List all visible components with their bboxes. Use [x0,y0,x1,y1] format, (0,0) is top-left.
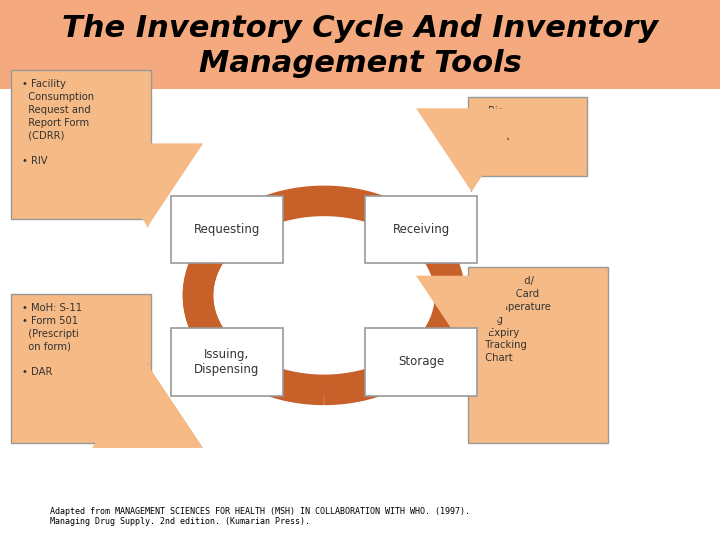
Text: The Inventory Cycle And Inventory
Management Tools: The Inventory Cycle And Inventory Manage… [62,14,658,78]
FancyBboxPatch shape [365,328,477,395]
Text: • Facility
  Consumption
  Request and
  Report Form
  (CDRR)

• RIV: • Facility Consumption Request and Repor… [22,79,94,166]
Text: Issuing,
Dispensing: Issuing, Dispensing [194,348,259,376]
FancyBboxPatch shape [365,195,477,263]
FancyBboxPatch shape [11,294,151,443]
Text: Adapted from MANAGEMENT SCIENCES FOR HEALTH (MSH) IN COLLABORATION WITH WHO. (19: Adapted from MANAGEMENT SCIENCES FOR HEA… [50,507,470,526]
FancyBboxPatch shape [11,70,151,219]
Text: Receiving: Receiving [392,223,450,236]
FancyBboxPatch shape [171,328,282,395]
Text: Requesting: Requesting [194,223,260,236]
FancyBboxPatch shape [468,97,587,176]
Text: • Bin
  Cards
• DAR: • Bin Cards • DAR [479,106,513,142]
FancyBboxPatch shape [171,195,282,263]
FancyBboxPatch shape [0,0,720,89]
Text: • MoH: S-11
• Form 501
  (Prescripti
  on form)

• DAR: • MoH: S-11 • Form 501 (Prescripti on fo… [22,303,82,377]
Text: • Bin Card/
  Stock Card
• Temperature
  Log
• Expiry
  Tracking
  Chart: • Bin Card/ Stock Card • Temperature Log… [479,276,551,363]
Text: Storage: Storage [398,355,444,368]
FancyBboxPatch shape [468,267,608,443]
